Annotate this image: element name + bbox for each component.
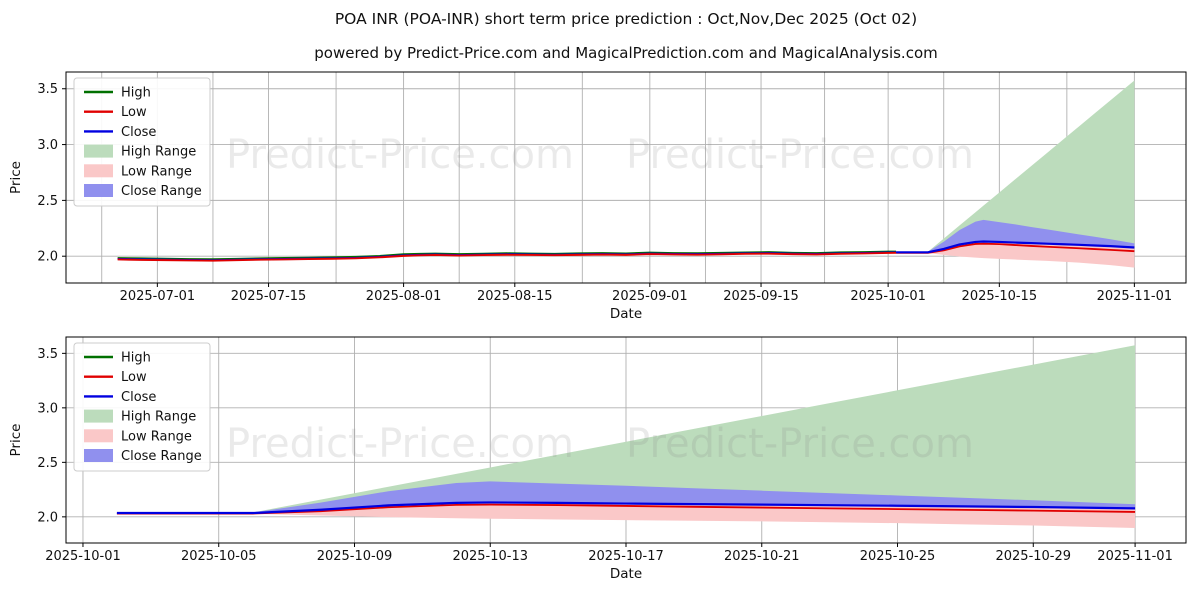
legend-item-label: Close [121, 125, 156, 140]
history-low-line [117, 251, 897, 262]
x-tick-label: 2025-10-15 [962, 289, 1038, 304]
x-tick-label: 2025-10-01 [45, 549, 121, 564]
plot-border [65, 71, 1187, 284]
watermark-text: Predict-Price.com [226, 421, 574, 467]
legend: High Low Close High Range Low Range Close Ran… [73, 342, 211, 472]
legend-swatch-patch [84, 449, 113, 462]
y-tick-label: 2.0 [37, 510, 58, 525]
legend-item-label: Low [121, 105, 147, 120]
watermark-text: Predict-Price.com [626, 132, 974, 178]
plot-area: Predict-Price.com Predict-Price.com [116, 345, 1136, 528]
legend-item-label: Close Range [121, 449, 202, 464]
plot-area: Predict-Price.com Predict-Price.com [117, 80, 1135, 268]
y-tick-label: 3.0 [37, 401, 58, 416]
y-tick-label: 3.5 [37, 82, 58, 97]
legend-swatch-patch [84, 184, 113, 197]
x-tick-label: 2025-08-15 [477, 289, 553, 304]
legend-swatch-patch [84, 409, 113, 423]
chart-title: POA INR (POA-INR) short term price predi… [334, 10, 918, 28]
y-axis-label: Price [8, 424, 24, 457]
x-tick-label: 2025-10-25 [860, 549, 936, 564]
chart-prediction-zoom: Predict-Price.com Predict-Price.com 2025-1… [8, 336, 1187, 582]
x-tick-label: 2025-10-09 [317, 549, 393, 564]
legend-item-label: Low [121, 370, 147, 385]
x-tick-label: 2025-11-01 [1097, 549, 1173, 564]
chart-subtitle: powered by Predict-Price.com and Magical… [314, 44, 938, 62]
legend-item-label: High [121, 351, 151, 366]
prediction-close-line [116, 501, 1136, 515]
x-tick-label: 2025-07-15 [231, 289, 307, 304]
x-axis-label: Date [610, 306, 642, 322]
x-tick-label: 2025-10-29 [995, 549, 1071, 564]
y-axis-label: Price [8, 161, 24, 194]
x-tick-label: 2025-09-01 [612, 289, 688, 304]
x-axis-label: Date [610, 566, 642, 582]
x-tick-label: 2025-07-01 [120, 289, 196, 304]
legend-item-label: Close [121, 390, 156, 405]
y-tick-label: 3.5 [37, 347, 58, 362]
legend: High Low Close High Range Low Range Close Ran… [73, 77, 211, 207]
y-tick-label: 2.5 [37, 456, 58, 471]
x-tick-label: 2025-10-05 [181, 549, 257, 564]
legend-item-label: Low Range [121, 164, 192, 179]
prediction-close-line [896, 240, 1135, 254]
x-tick-label: 2025-10-13 [452, 549, 528, 564]
legend-swatch-patch [84, 164, 113, 178]
legend-item-label: High Range [121, 410, 196, 425]
legend-item-label: High Range [121, 145, 196, 160]
y-tick-label: 2.0 [37, 250, 58, 265]
legend-swatch-patch [84, 429, 113, 443]
y-tick-label: 2.5 [37, 194, 58, 209]
x-tick-label: 2025-08-01 [366, 289, 442, 304]
x-tick-label: 2025-10-01 [850, 289, 926, 304]
legend-item-label: Close Range [121, 184, 202, 199]
x-tick-label: 2025-11-01 [1097, 289, 1173, 304]
x-tick-label: 2025-09-15 [723, 289, 799, 304]
high-range-band [116, 345, 1136, 514]
chart-full-history-and-prediction: Predict-Price.com Predict-Price.com 2025-0… [8, 71, 1187, 322]
watermark-text: Predict-Price.com [626, 421, 974, 467]
x-tick-label: 2025-10-21 [724, 549, 800, 564]
high-range-band [896, 80, 1135, 253]
y-tick-label: 3.0 [37, 138, 58, 153]
x-tick-label: 2025-10-17 [588, 549, 664, 564]
legend-item-label: Low Range [121, 429, 192, 444]
legend-swatch-patch [84, 144, 113, 158]
watermark-text: Predict-Price.com [226, 132, 574, 178]
legend-item-label: High [121, 86, 151, 101]
